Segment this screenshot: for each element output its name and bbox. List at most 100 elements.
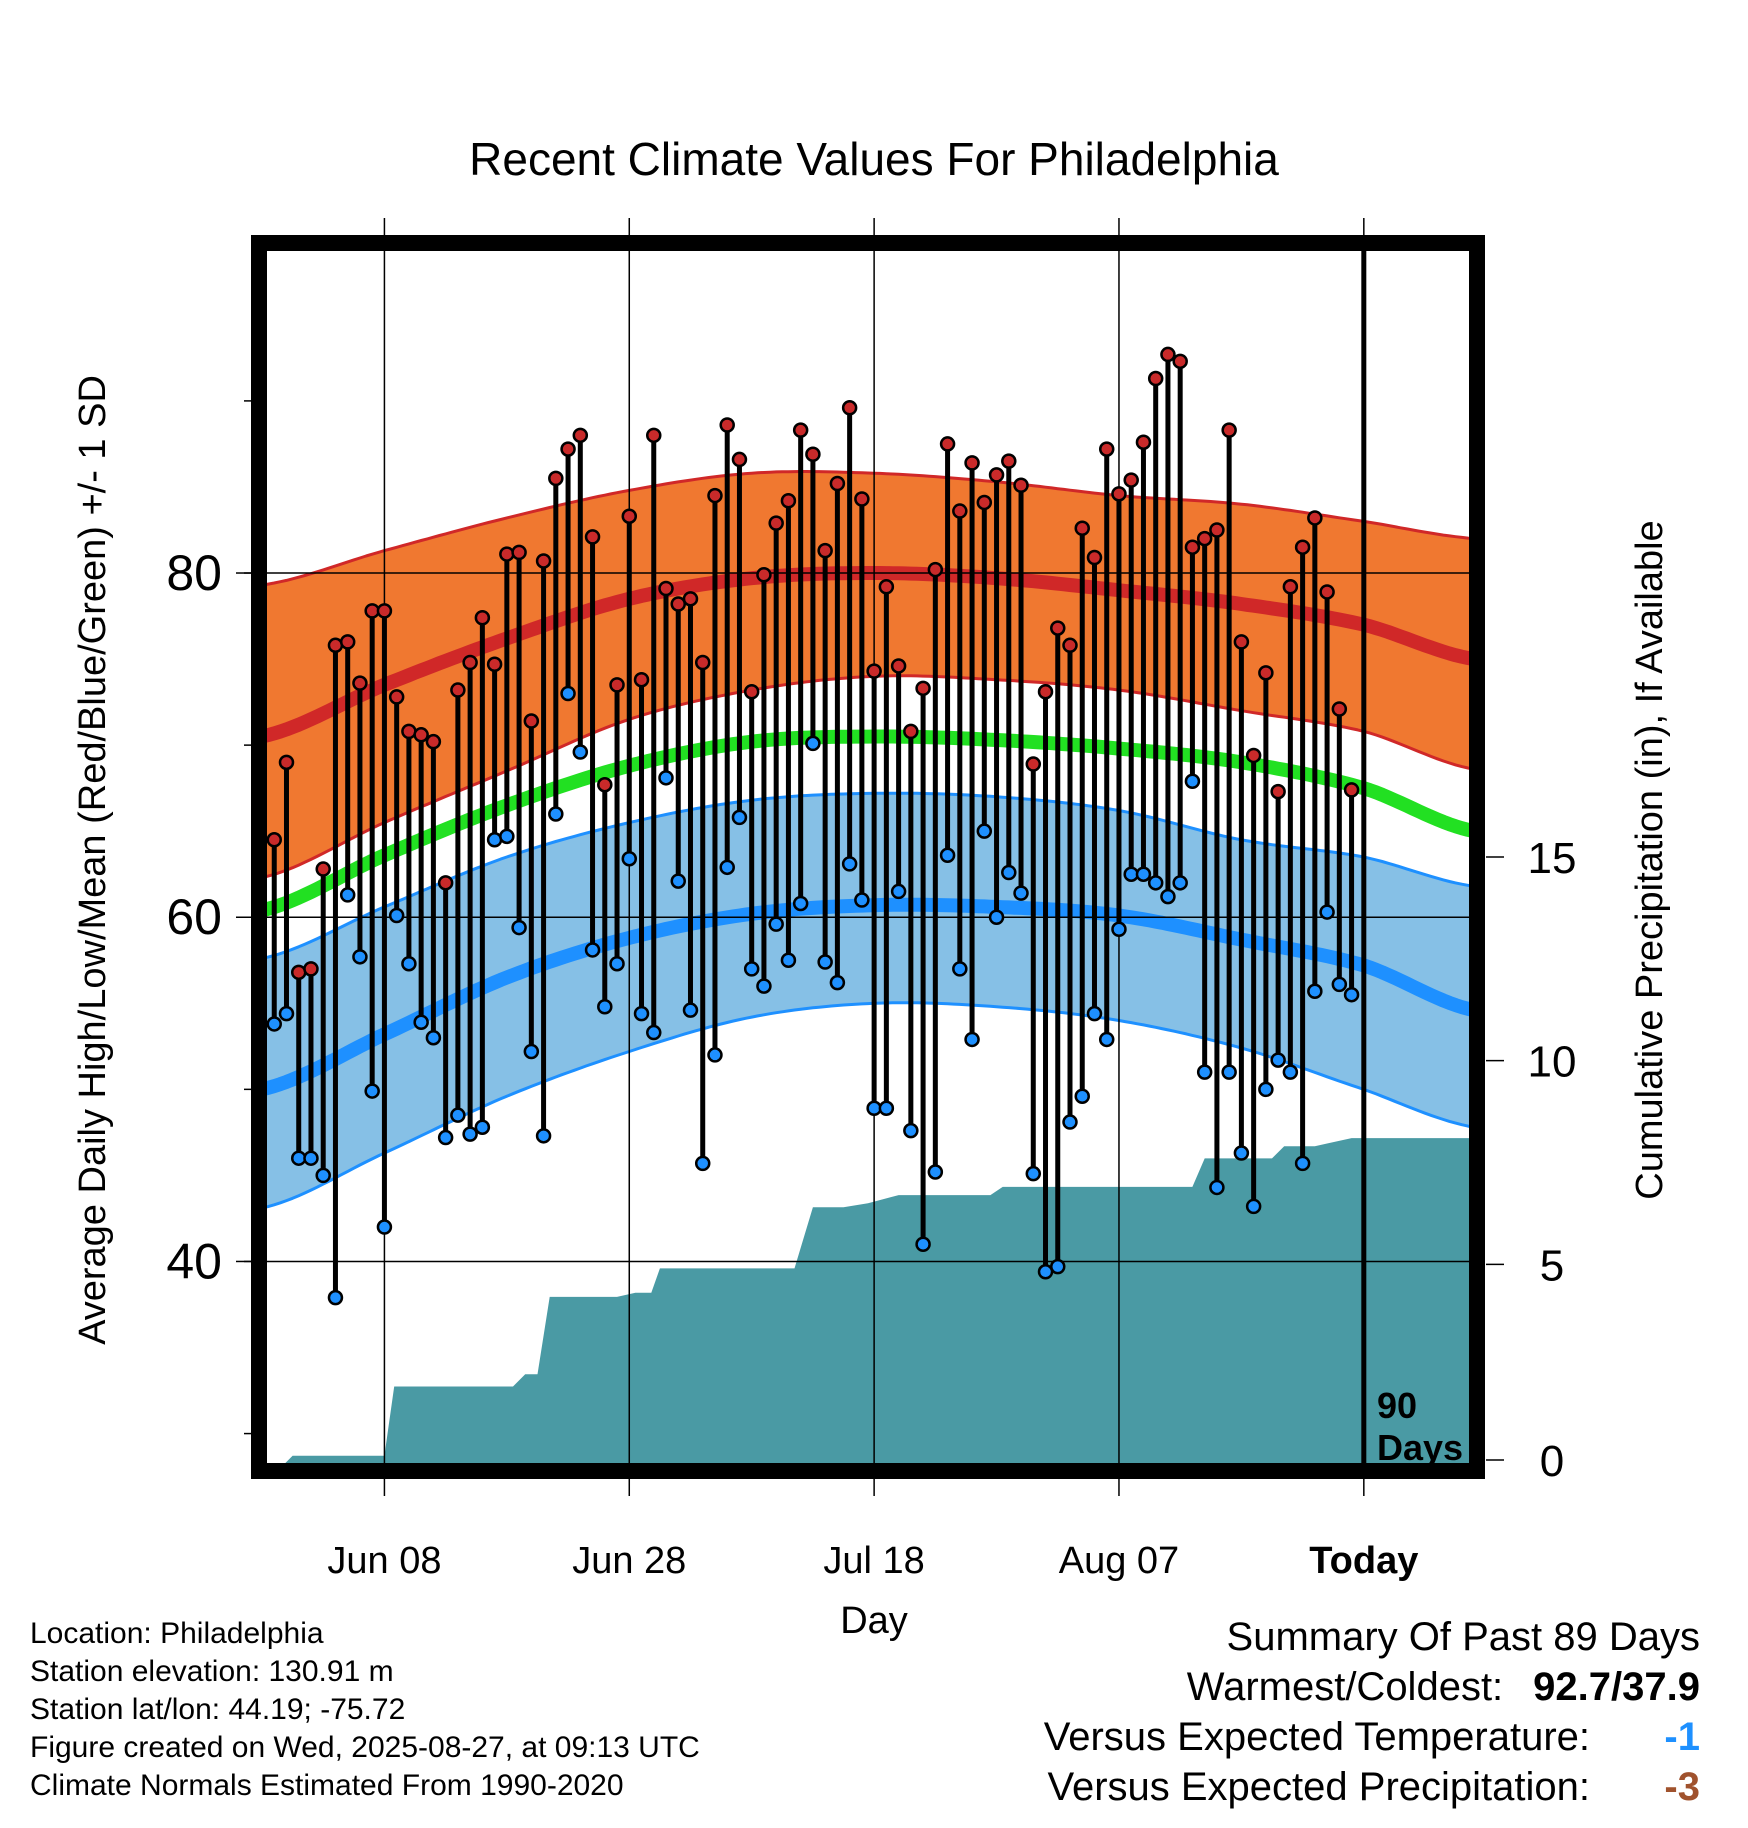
daily-high-point [376,603,393,619]
daily-low-point [388,907,405,924]
daily-low-point [315,1167,331,1184]
daily-low-point [462,1126,478,1142]
daily-low-point [1221,1064,1237,1080]
daily-high-point [1050,620,1066,636]
summary-panel: Summary Of Past 89 Days Warmest/Coldest:… [1044,1612,1700,1812]
daily-high-point [866,663,882,679]
daily-high-point [1098,441,1115,457]
daily-low-point [597,998,613,1015]
daily-low-point [988,909,1005,925]
daily-high-point [952,503,968,519]
daily-high-point [964,455,980,471]
daily-high-point [499,546,515,562]
daily-high-point [756,566,772,583]
y-tick-label: 40 [166,1233,222,1289]
daily-high-point [1343,782,1360,798]
daily-high-point [633,671,650,688]
daily-high-point [646,427,662,444]
y-axis-label: Average Daily High/Low/Mean (Red/Blue/Gr… [72,375,114,1345]
location-text: Location: Philadelphia [30,1617,324,1650]
daily-low-point [1001,864,1017,881]
daily-low-point [817,954,833,970]
daily-high-point [327,637,344,654]
daily-low-point [878,1100,895,1117]
daily-low-point [1135,866,1152,882]
daily-high-point [572,427,589,444]
daily-high-point [266,832,282,848]
daily-low-point [646,1024,662,1041]
daily-low-point [890,883,907,900]
daily-high-point [1331,701,1348,717]
daily-high-point [1001,453,1017,469]
daily-low-point [548,806,564,822]
daily-low-point [829,974,846,991]
daily-low-point [486,832,503,848]
daily-low-point [1343,986,1360,1003]
precip-value: -3 [1664,1765,1700,1809]
daily-high-point [523,713,540,729]
daily-high-point [486,656,503,672]
daily-high-point [278,754,295,771]
daily-high-point [413,727,429,743]
daily-high-point [388,689,405,705]
daily-high-point [780,492,797,509]
daily-high-point [474,610,491,626]
daily-high-point [1025,756,1042,772]
daily-high-point [1147,370,1164,387]
daily-low-point [303,1150,319,1166]
daily-low-point [1233,1145,1250,1161]
daily-low-point [1184,773,1201,790]
daily-high-point [548,470,564,487]
daily-high-point [1037,684,1054,700]
daily-high-point [290,964,307,981]
daily-low-point [768,916,784,932]
daily-high-point [339,634,356,650]
daily-low-point [1098,1031,1115,1048]
daily-high-point [903,723,919,740]
daily-low-point [1111,921,1127,938]
daily-high-point [401,723,417,740]
daily-low-point [474,1119,491,1135]
daily-high-point [511,544,527,561]
daily-high-point [425,733,442,750]
daily-high-point [1319,584,1335,600]
daily-low-point [670,873,686,889]
daily-high-point [682,591,699,607]
x-tick-label: Jun 28 [572,1540,686,1582]
daily-low-point [756,978,772,994]
daily-low-point [1074,1088,1090,1104]
daily-high-point [817,542,833,559]
daily-low-point [339,887,356,903]
daily-high-point [1135,434,1152,450]
daily-high-point [584,529,601,545]
daily-high-point [927,561,944,578]
daily-low-point [903,1122,919,1139]
daily-low-point [609,955,625,972]
daily-low-point [841,856,858,872]
today-marker-label-line1: 90 [1377,1385,1417,1426]
daily-low-point [1013,885,1029,901]
daily-high-point [462,654,478,671]
daily-low-point [621,850,638,867]
daily-high-point [1196,530,1213,547]
daily-low-point [511,919,527,936]
low-normal-line [262,897,1474,1097]
daily-low-point [780,952,797,969]
daily-high-point [1209,522,1225,538]
x-tick-label: Jul 18 [823,1540,924,1582]
daily-high-point [1172,353,1188,370]
x-tick-label: Jun 08 [327,1540,441,1582]
daily-low-point [682,1002,699,1018]
daily-high-point [1270,783,1286,800]
y2-tick-label: 10 [1528,1038,1577,1087]
y2-axis-label: Cumulative Precipitation (in), If Availa… [1629,520,1671,1199]
daily-high-point [560,441,576,457]
daily-low-point [939,847,956,864]
daily-low-point [278,1005,295,1022]
daily-high-point [719,417,735,433]
daily-high-point [658,580,674,597]
y2-tick-label: 15 [1528,834,1577,883]
daily-high-point [1184,539,1201,555]
low-upper-edge [262,791,1474,960]
